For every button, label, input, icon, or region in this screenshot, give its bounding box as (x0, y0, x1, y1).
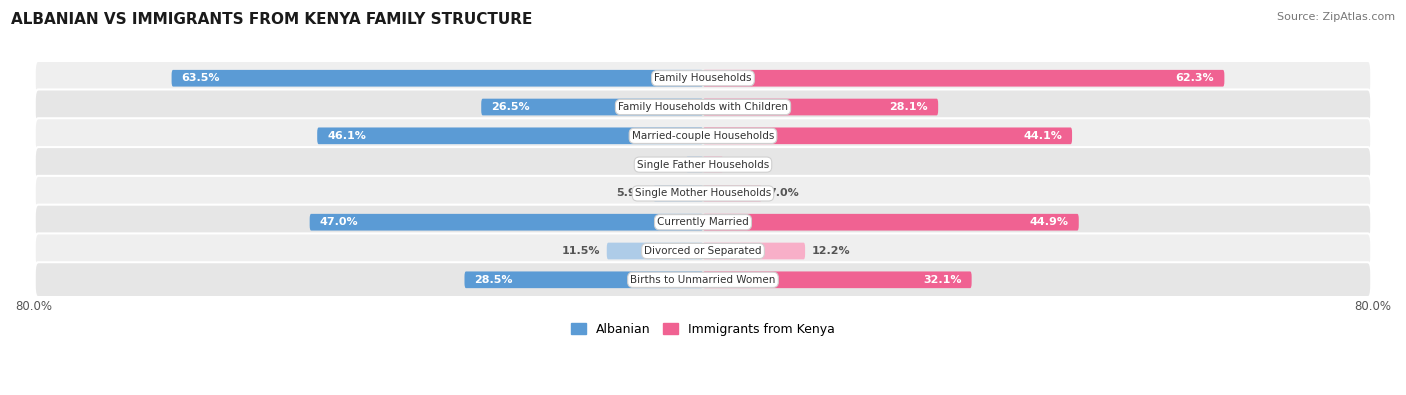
FancyBboxPatch shape (172, 70, 703, 87)
FancyBboxPatch shape (35, 205, 1371, 240)
FancyBboxPatch shape (703, 99, 938, 115)
Text: Source: ZipAtlas.com: Source: ZipAtlas.com (1277, 12, 1395, 22)
Text: 7.0%: 7.0% (768, 188, 799, 198)
Text: 11.5%: 11.5% (561, 246, 600, 256)
Text: 2.0%: 2.0% (648, 160, 679, 169)
Text: ALBANIAN VS IMMIGRANTS FROM KENYA FAMILY STRUCTURE: ALBANIAN VS IMMIGRANTS FROM KENYA FAMILY… (11, 12, 533, 27)
Text: 28.1%: 28.1% (890, 102, 928, 112)
FancyBboxPatch shape (703, 185, 762, 202)
FancyBboxPatch shape (607, 243, 703, 260)
Text: Currently Married: Currently Married (657, 217, 749, 227)
FancyBboxPatch shape (35, 176, 1371, 211)
FancyBboxPatch shape (703, 243, 806, 260)
FancyBboxPatch shape (703, 271, 972, 288)
Text: 2.4%: 2.4% (730, 160, 761, 169)
FancyBboxPatch shape (35, 118, 1371, 153)
Text: 12.2%: 12.2% (811, 246, 851, 256)
FancyBboxPatch shape (703, 156, 723, 173)
Text: Family Households: Family Households (654, 73, 752, 83)
FancyBboxPatch shape (309, 214, 703, 231)
FancyBboxPatch shape (35, 61, 1371, 96)
FancyBboxPatch shape (481, 99, 703, 115)
Text: 26.5%: 26.5% (491, 102, 530, 112)
FancyBboxPatch shape (703, 128, 1071, 144)
Text: 44.1%: 44.1% (1024, 131, 1062, 141)
Text: Divorced or Separated: Divorced or Separated (644, 246, 762, 256)
FancyBboxPatch shape (703, 70, 1225, 87)
Text: 32.1%: 32.1% (924, 275, 962, 285)
FancyBboxPatch shape (35, 233, 1371, 269)
FancyBboxPatch shape (35, 89, 1371, 124)
FancyBboxPatch shape (35, 147, 1371, 182)
Text: Family Households with Children: Family Households with Children (619, 102, 787, 112)
Text: Single Father Households: Single Father Households (637, 160, 769, 169)
Text: 47.0%: 47.0% (319, 217, 359, 227)
Text: Births to Unmarried Women: Births to Unmarried Women (630, 275, 776, 285)
Text: 62.3%: 62.3% (1175, 73, 1215, 83)
Text: 63.5%: 63.5% (181, 73, 221, 83)
FancyBboxPatch shape (318, 128, 703, 144)
Text: Single Mother Households: Single Mother Households (636, 188, 770, 198)
Text: Married-couple Households: Married-couple Households (631, 131, 775, 141)
FancyBboxPatch shape (654, 185, 703, 202)
Text: 5.9%: 5.9% (616, 188, 647, 198)
Legend: Albanian, Immigrants from Kenya: Albanian, Immigrants from Kenya (567, 318, 839, 341)
FancyBboxPatch shape (686, 156, 703, 173)
Text: 44.9%: 44.9% (1029, 217, 1069, 227)
FancyBboxPatch shape (703, 214, 1078, 231)
Text: 28.5%: 28.5% (475, 275, 513, 285)
FancyBboxPatch shape (35, 262, 1371, 297)
Text: 46.1%: 46.1% (328, 131, 366, 141)
FancyBboxPatch shape (464, 271, 703, 288)
